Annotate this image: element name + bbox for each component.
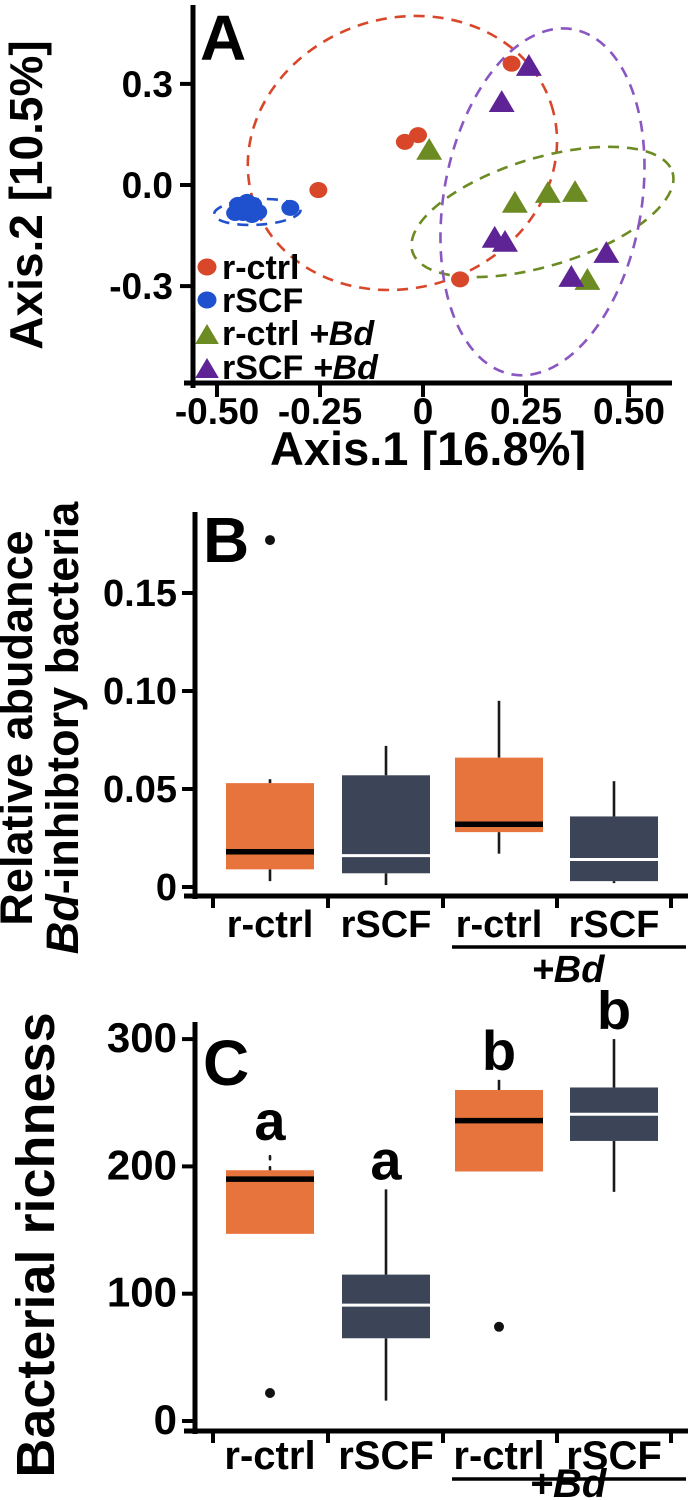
panel-letter-a: A: [200, 2, 246, 74]
category-label: r-ctrl: [453, 1434, 544, 1478]
y-axis-label: Bacterial richness: [6, 1012, 66, 1477]
x-tick-label: 0.25: [490, 391, 562, 432]
scatter-point-rscf: [281, 199, 300, 216]
scatter-point-r-ctrl: [409, 127, 428, 144]
scatter-point-r-ctrl: [451, 271, 470, 288]
significance-letter: b: [597, 990, 631, 1041]
panel-c-bacterial-richness-boxplot: 0100200300ar-ctrlarSCFbr-ctrlbrSCF+BdCBa…: [6, 990, 688, 1500]
scatter-point-rscf-bd: [488, 90, 515, 112]
boxplot-rscf-4: [570, 781, 658, 884]
outlier-point: [494, 1321, 504, 1332]
legend-item: r-ctrl +Bd: [195, 315, 375, 353]
scatter-point-r-ctrl: [502, 55, 521, 72]
boxplot-rscf-2: [342, 745, 430, 886]
y-tick-label: 200: [107, 1141, 177, 1188]
outlier-point: [265, 535, 275, 546]
boxplot-r-ctrl-3: [455, 700, 543, 854]
legend-marker-triangle: [195, 324, 219, 345]
panel-b-relative-abundance-boxplot: 00.050.100.15r-ctrl rSCF r-ctrl rSCF+BdBRel…: [0, 501, 688, 990]
legend-marker-triangle: [195, 358, 219, 379]
legend-marker-circle: [197, 291, 217, 309]
scatter-point-r-ctrl: [309, 182, 328, 199]
panel-a-ordination-scatter-plot: -0.50 -0.25 0 0.25 0.50 0.3 0.0 -0.3 Axis.1 [16.…: [0, 2, 675, 470]
x-tick-label: 0: [413, 391, 434, 432]
box-iqr: [455, 1090, 543, 1172]
boxplot-r-ctrl-1: [226, 535, 314, 882]
category-label: r-ctrl: [456, 904, 543, 946]
box-iqr: [226, 783, 314, 870]
y-tick-label: 0.10: [103, 671, 177, 713]
bd-group-label: +Bd: [530, 1462, 608, 1500]
scatter-point-r-ctrl-bd: [416, 137, 443, 160]
legend-label: rSCF +Bd: [222, 349, 379, 387]
y-tick-label: -0.3: [109, 266, 173, 307]
outlier-point: [265, 1387, 275, 1398]
y-tick-label: 0.15: [103, 573, 177, 615]
box-iqr: [342, 775, 430, 874]
boxplot-rscf-4: [570, 1039, 658, 1192]
y-tick-label: 300: [107, 1014, 177, 1061]
x-axis-label: Axis.1 [16.8%]: [270, 422, 586, 470]
category-label: rSCF: [338, 1434, 434, 1478]
bd-group-label: +Bd: [532, 949, 606, 990]
legend-marker-circle: [197, 258, 217, 276]
y-tick-label: 0.3: [122, 64, 173, 105]
y-axis-label-line2: Bd-inhibtory bacteria: [37, 501, 88, 955]
boxplot-rscf-2: [342, 1189, 430, 1401]
scatter-point-r-ctrl-bd: [501, 190, 528, 213]
legend-item: rSCF +Bd: [195, 349, 379, 387]
y-tick-label: 0.0: [122, 165, 173, 206]
significance-letter: a: [254, 1089, 286, 1152]
group-ellipse-rscf-bd: [439, 27, 646, 377]
y-tick-label: 0.05: [103, 769, 177, 811]
group-ellipse-r-ctrl-bd: [410, 145, 675, 279]
y-axis-label-line1: Relative abudance: [0, 530, 42, 925]
box-iqr: [570, 816, 658, 882]
legend-label: r-ctrl: [222, 249, 299, 287]
significance-letter: a: [370, 1128, 402, 1191]
box-iqr: [455, 757, 543, 833]
scatter-point-r-ctrl-bd: [562, 180, 588, 202]
category-label: r-ctrl: [224, 1434, 315, 1478]
boxplot-r-ctrl-1: [226, 1148, 314, 1398]
y-tick-label: 0: [154, 1396, 177, 1443]
scatter-point-rscf-bd: [515, 54, 542, 76]
scatter-point-rscf-bd: [558, 265, 585, 287]
significance-letter: b: [482, 1019, 516, 1082]
category-label: rSCF: [341, 904, 432, 946]
category-label: rSCF: [569, 904, 660, 946]
boxplot-r-ctrl-3: [455, 1079, 543, 1332]
x-tick-label: 0.50: [593, 391, 665, 432]
category-label: rSCF: [566, 1434, 662, 1478]
x-tick-label: -0.50: [175, 391, 259, 432]
panel-letter-c: C: [203, 1027, 249, 1099]
scatter-point-rscf-bd: [593, 241, 620, 263]
panel-letter-b: B: [203, 504, 249, 576]
legend-label: r-ctrl +Bd: [222, 315, 375, 353]
legend-item: rSCF: [197, 282, 303, 320]
legend-item: r-ctrl: [197, 249, 299, 287]
y-axis-label: Axis.2 [10.5%]: [0, 40, 52, 349]
scatter-point-rscf: [249, 203, 268, 220]
y-tick-label: 100: [107, 1269, 177, 1316]
y-tick-label: 0: [156, 867, 177, 909]
category-label: r-ctrl: [227, 904, 314, 946]
scatter-point-r-ctrl-bd: [534, 181, 561, 203]
legend-label: rSCF: [222, 282, 303, 320]
scatter-point-rscf-bd: [492, 229, 518, 252]
scatter-point-r-ctrl: [395, 133, 414, 150]
x-tick-label: -0.25: [278, 391, 362, 432]
